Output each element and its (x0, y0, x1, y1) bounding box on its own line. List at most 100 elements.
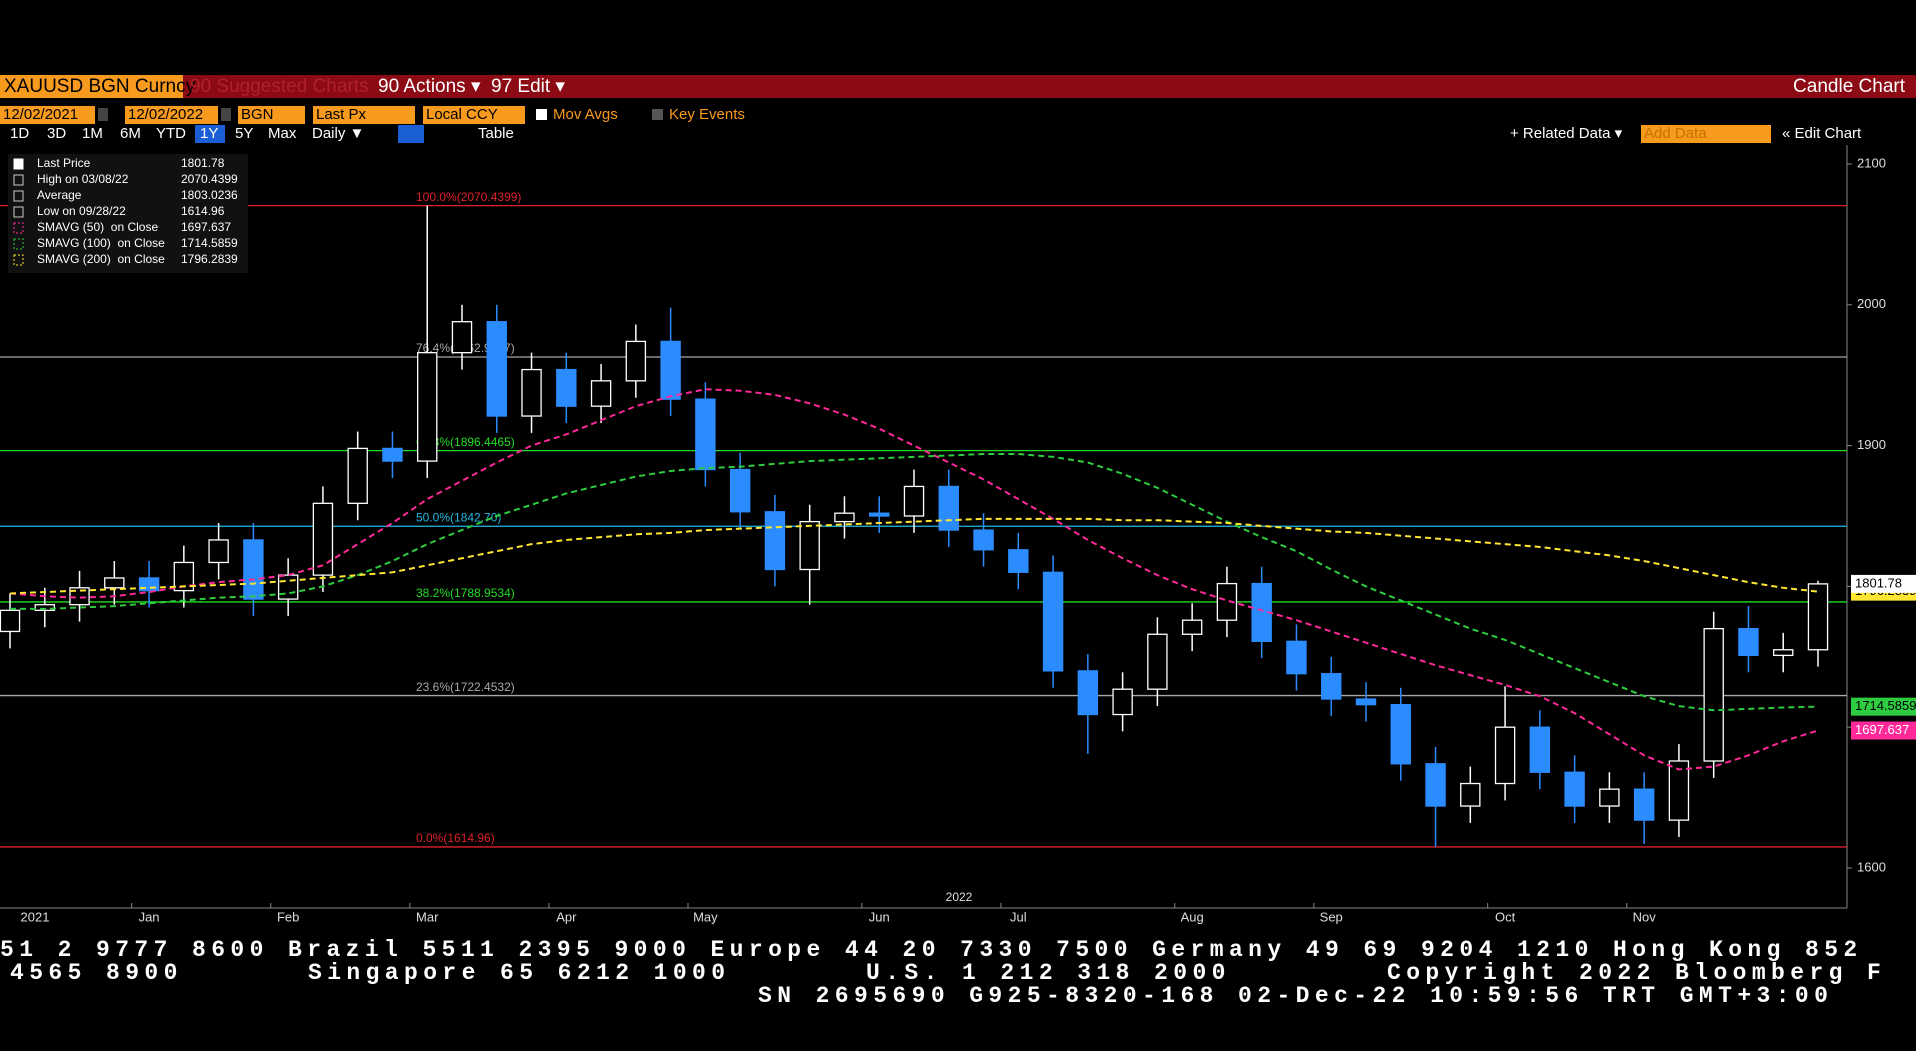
legend-label: Low on 09/28/22 (37, 204, 126, 218)
legend-swatch (13, 222, 24, 234)
x-tick-label: Apr (556, 909, 577, 924)
period-button[interactable]: 6M (120, 125, 141, 142)
field[interactable]: Last Px (316, 106, 367, 123)
start-date-field[interactable] (0, 106, 95, 124)
legend-swatch (13, 158, 24, 170)
edit-menu[interactable]: 97 Edit ▾ (491, 76, 565, 97)
candle-icon[interactable] (398, 125, 424, 143)
period-selected[interactable] (195, 125, 225, 143)
source-field[interactable] (238, 106, 305, 124)
period-button[interactable]: 5Y (235, 125, 253, 142)
fib-label: 23.6%(1722.4532) (416, 680, 515, 694)
currency-field[interactable] (423, 106, 525, 124)
field-field[interactable] (313, 106, 415, 124)
currency[interactable]: Local CCY (426, 106, 498, 123)
candle-body (208, 539, 229, 564)
period-button[interactable]: Max (268, 125, 297, 142)
ticker-line: 4565 8900 (10, 960, 183, 986)
end-date[interactable]: 12/02/2022 (128, 106, 203, 123)
period-button[interactable]: 1Y (200, 125, 218, 142)
candle-body (1529, 726, 1551, 773)
plot: 1600170018001900200021002021JanFebMarApr… (0, 145, 1916, 924)
legend-swatch (13, 206, 24, 218)
legend-label: SMAVG (200) on Close (37, 252, 165, 266)
candle-body (312, 502, 334, 576)
candle-body (834, 512, 855, 523)
period-button[interactable]: 1D (10, 125, 29, 142)
ticker-line: Singapore 65 6212 1000 (308, 960, 730, 986)
candle-body (1703, 627, 1724, 762)
price-tag (1851, 574, 1916, 593)
checkbox[interactable] (652, 109, 663, 120)
candle-body (556, 368, 577, 407)
legend-label: SMAVG (50) on Close (37, 220, 158, 234)
table-button[interactable]: Table (478, 125, 514, 142)
price-tag (1851, 697, 1916, 716)
price-tag-label: 1801.78 (1855, 575, 1902, 590)
legend-swatch (13, 190, 24, 202)
candle-body (1773, 649, 1794, 657)
y-tick-label: 1900 (1857, 437, 1886, 452)
candle-body (799, 520, 820, 571)
calendar-icon[interactable] (98, 108, 108, 121)
legend-value: 1803.0236 (181, 188, 238, 202)
legend-label: Last Price (37, 156, 91, 170)
x-tick-label: Jun (869, 909, 890, 924)
candle-body (69, 587, 90, 606)
candle-body (1008, 549, 1029, 573)
suggested-charts[interactable]: 90 Suggested Charts (190, 76, 369, 97)
candle-body (590, 380, 612, 407)
candle-body (903, 485, 925, 517)
period-button[interactable]: YTD (156, 125, 186, 142)
candle-body (1494, 726, 1516, 785)
candle-body (1425, 763, 1446, 807)
security[interactable]: XAUUSD BGN Curncy (4, 76, 196, 97)
x-tick-label: May (693, 909, 718, 924)
candle-body (1181, 619, 1203, 635)
actions-menu[interactable]: 90 Actions ▾ (378, 76, 481, 97)
ticker-line: 51 2 9777 8600 Brazil 5511 2395 9000 Eur… (0, 937, 1863, 963)
mov-avgs[interactable]: Mov Avgs (553, 106, 618, 123)
x-tick-label: Sep (1320, 909, 1343, 924)
candle-body (625, 340, 647, 382)
calendar-icon[interactable] (221, 108, 231, 121)
period-button[interactable]: 1M (82, 125, 103, 142)
frequency[interactable]: Daily ▼ (312, 125, 364, 142)
candle-body (938, 485, 959, 531)
start-date[interactable]: 12/02/2021 (3, 106, 78, 123)
add-data-field[interactable] (1641, 125, 1771, 143)
add-data[interactable]: Add Data (1644, 125, 1707, 142)
checkbox[interactable] (536, 109, 547, 120)
key-events[interactable]: Key Events (669, 106, 745, 123)
fib-label: 100.0%(2070.4399) (416, 190, 521, 204)
end-date-field[interactable] (125, 106, 218, 124)
legend-label: SMAVG (100) on Close (37, 236, 165, 250)
legend-swatch (13, 174, 24, 186)
fib-label: 50.0%(1842.70) (416, 510, 501, 524)
candle-body (1147, 633, 1168, 690)
candle-body (521, 368, 542, 417)
security-field[interactable] (0, 75, 183, 98)
fib-label: 61.8%(1896.4465) (416, 435, 515, 449)
candle-body (1633, 788, 1655, 821)
legend-value: 1697.637 (181, 220, 231, 234)
x-tick-label: Mar (416, 909, 439, 924)
candle-body (764, 511, 786, 571)
candle-body (104, 577, 125, 589)
related-data[interactable]: + Related Data ▾ (1510, 125, 1623, 142)
edit-chart[interactable]: « Edit Chart (1782, 125, 1862, 142)
candle-body (973, 529, 994, 551)
legend-value: 1801.78 (181, 156, 225, 170)
candle-body (1390, 704, 1411, 765)
year-label: 2022 (946, 890, 973, 904)
source[interactable]: BGN (241, 106, 274, 123)
period-button[interactable]: 3D (47, 125, 66, 142)
y-tick-label: 2000 (1857, 296, 1886, 311)
price-tag (1851, 721, 1916, 740)
legend-label: High on 03/08/22 (37, 172, 129, 186)
moving-average (9, 517, 1819, 595)
fib-label: 38.2%(1788.9534) (416, 586, 515, 600)
legend-value: 2070.4399 (181, 172, 238, 186)
